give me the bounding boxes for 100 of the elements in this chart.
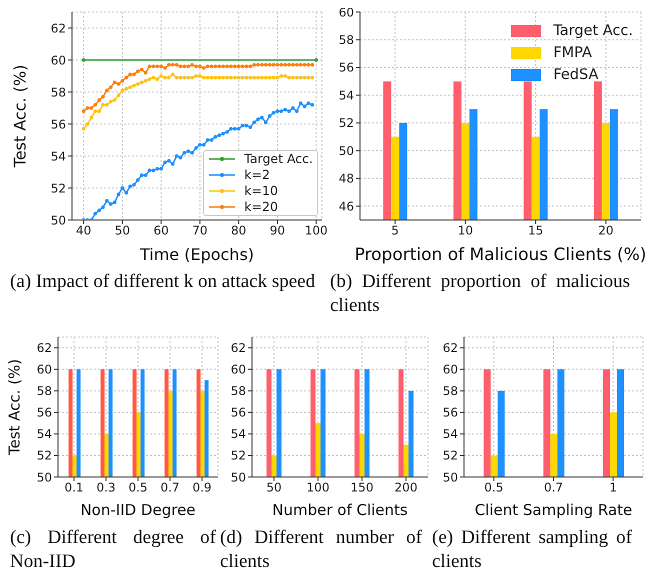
point (101, 102, 105, 107)
y-tick-label: 62 (442, 341, 458, 356)
legend-label: k=2 (244, 167, 270, 183)
point (112, 98, 116, 102)
point (268, 114, 272, 118)
y-tick-label: 50 (50, 213, 66, 228)
point (97, 98, 101, 102)
point (170, 62, 175, 67)
point (252, 120, 256, 124)
point (140, 68, 144, 72)
point (155, 77, 160, 82)
point (248, 76, 252, 80)
point (240, 64, 244, 68)
point (148, 77, 152, 82)
point (159, 74, 163, 78)
y-tick-label: 58 (230, 384, 246, 398)
point (252, 62, 256, 67)
point (182, 150, 186, 155)
y-tick-label: 60 (230, 362, 246, 377)
point (294, 76, 299, 80)
point (310, 102, 314, 107)
point (272, 110, 276, 115)
y-tick-label: 50 (36, 470, 52, 484)
point (210, 76, 214, 80)
point (90, 116, 94, 120)
x-tick-label: 40 (76, 224, 92, 238)
point (225, 64, 229, 68)
x-tick-label: 90 (270, 224, 286, 238)
y-tick-label: 58 (50, 85, 66, 100)
legend-label: FMPA (553, 44, 592, 63)
point (167, 76, 171, 80)
y-tick-label: 54 (338, 88, 354, 102)
y-tick-label: 54 (442, 427, 458, 442)
point (232, 76, 237, 80)
point (198, 142, 202, 147)
point (279, 62, 284, 67)
point (82, 126, 86, 131)
point (264, 120, 268, 124)
point (314, 58, 318, 62)
point (105, 102, 109, 107)
point (101, 94, 105, 99)
x-axis-title: Time (Epochs) (138, 245, 254, 264)
point (202, 142, 206, 147)
point (236, 76, 241, 80)
point (283, 74, 288, 78)
text: (b) Different proportion of malicious clients (330, 270, 630, 318)
point (116, 82, 120, 86)
point (186, 64, 190, 68)
point (198, 74, 202, 78)
x-tick-label: 150 (350, 480, 374, 495)
y-tick-label: 58 (442, 384, 458, 398)
y-tick-label: 50 (230, 470, 246, 484)
x-tick-label: 0.9 (192, 480, 212, 495)
point (225, 130, 229, 134)
point (163, 76, 167, 80)
y-tick-label: 54 (50, 149, 66, 164)
point (256, 62, 260, 67)
point (202, 76, 206, 80)
y-tick-label: 54 (230, 427, 246, 442)
point (140, 80, 144, 84)
x-tick-label: 0.5 (484, 480, 504, 495)
point (155, 166, 160, 171)
y-tick-label: 62 (230, 341, 246, 356)
y-tick-label: 60 (442, 362, 458, 377)
point (182, 76, 186, 80)
point (260, 116, 264, 120)
x-tick-label: 20 (598, 224, 614, 238)
point (178, 76, 182, 80)
point (148, 64, 152, 68)
point (144, 173, 148, 178)
point (190, 150, 194, 155)
point (148, 168, 152, 172)
text: (a) Impact of different k on attack speed (10, 270, 316, 294)
point (174, 76, 178, 80)
x-tick-label: 200 (394, 480, 418, 495)
point (97, 208, 101, 212)
point (170, 72, 175, 76)
point (152, 64, 156, 68)
point (202, 66, 206, 70)
point (86, 122, 90, 126)
point (264, 76, 268, 80)
point (128, 85, 132, 90)
text: (c) Different degree of Non-IID (10, 526, 216, 574)
point (276, 76, 280, 80)
point (186, 76, 190, 80)
point (310, 76, 314, 80)
point (186, 149, 190, 154)
point (116, 192, 120, 196)
point (112, 200, 116, 204)
point (86, 106, 90, 110)
x-tick-label: 70 (192, 224, 208, 238)
point (260, 76, 264, 80)
point (124, 86, 128, 91)
point (276, 62, 280, 67)
x-tick-label: 50 (114, 224, 130, 238)
point (294, 109, 299, 114)
point (206, 138, 210, 142)
point (136, 82, 140, 86)
x-tick-label: 0.1 (64, 480, 84, 495)
point (306, 76, 310, 80)
